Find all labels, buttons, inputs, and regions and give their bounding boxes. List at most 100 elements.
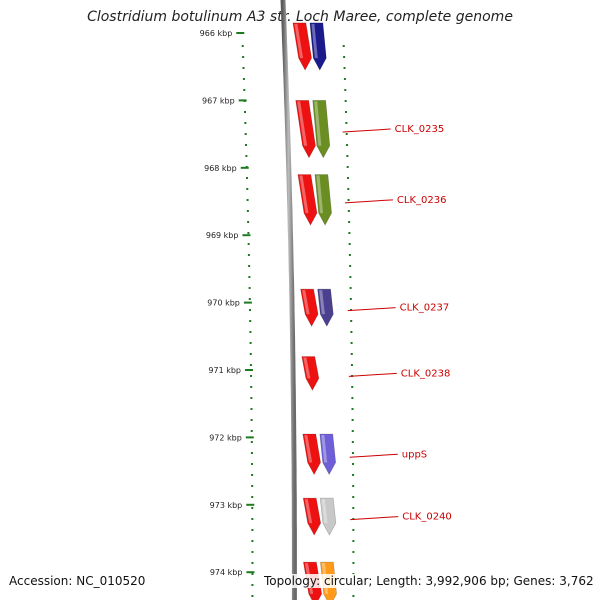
ruler-dot [347,199,350,201]
gene-label: CLK_0238 [401,368,451,379]
gene-track [292,22,337,600]
ruler-dot [251,562,254,564]
ruler-tick-label: 966 kbp [200,29,233,38]
ruler-dot [250,441,253,443]
ruler-dot [244,122,247,124]
ruler-dot [352,463,355,465]
ruler-dot [249,364,252,366]
ruler-dot [243,89,246,91]
ruler-dot [251,595,254,597]
gene-arrow-highlight [304,499,313,524]
ruler-dot [352,551,355,553]
gene-leader-line [347,307,396,312]
feature-block [314,174,332,226]
ruler-dot [345,111,348,113]
ruler-dot [352,529,355,531]
ruler-dots [241,45,355,597]
ruler-dot [348,221,351,223]
ruler-dot [350,342,353,344]
ruler-dot [351,419,354,421]
gene-arrow [292,22,312,71]
ruler-dot [244,133,247,135]
ruler-dot [351,430,354,432]
ruler-dot [342,45,345,47]
ruler-dot [247,221,250,223]
ruler-dot [351,408,354,410]
ruler-dot [348,232,351,234]
ruler-dot [250,397,253,399]
ruler-dot [349,265,352,267]
gene-arrow-highlight [294,23,304,59]
ruler-dot [245,144,248,146]
gene-arrow [302,497,322,536]
ruler-dot [351,386,354,388]
gene-label: CLK_0237 [400,303,450,314]
ruler-dot [251,485,254,487]
feature-block [319,497,337,536]
gene-label: CLK_0240 [402,512,452,523]
gene-arrow [301,356,320,391]
ruler-tick-label: 969 kbp [206,231,239,240]
ruler-dot [352,562,355,564]
gene-arrow-highlight [297,101,308,146]
ruler-tick-label: 972 kbp [209,433,242,442]
ruler-dot [351,397,354,399]
ruler-dot [343,78,346,80]
gene-arrow-highlight [304,435,313,463]
ruler-dot [347,210,350,212]
ruler-dot [348,254,351,256]
gene-leader-line [348,372,397,377]
ruler-tick-label: 967 kbp [202,96,235,105]
ruler-dot [346,177,349,179]
ruler-dot [248,298,251,300]
ruler-dot [344,89,347,91]
gene-arrow-highlight [302,290,310,315]
feature-block-highlight [319,290,325,315]
ruler-dot [349,298,352,300]
ruler-dot [352,540,355,542]
gene-leader-line [344,199,393,204]
ruler-dot [348,243,351,245]
ruler-dot [250,375,253,377]
ruler-dot [241,45,244,47]
ruler-dot [245,155,248,157]
gene-arrow-highlight [299,175,309,214]
ruler-dot [351,452,354,454]
ruler-dot [248,276,251,278]
ruler-dot [349,276,352,278]
map-title: Clostridium botulinum A3 str. Loch Maree… [87,9,513,25]
gene-labels: CLK_0235 CLK_0236 CLK_0237 CLK_0238 uppS CLK_… [342,124,452,523]
ruler-dot [242,56,245,58]
ruler-dot [249,342,252,344]
ruler-dot [350,331,353,333]
ruler-tick-label: 974 kbp [210,568,243,577]
gene-label: CLK_0235 [395,124,445,135]
feature-block-highlight [321,499,328,524]
ruler-dot [245,166,248,168]
ruler-dot [251,551,254,553]
ruler-dot [245,177,248,179]
ruler-dot [248,265,251,267]
genome-backbone [280,0,297,600]
ruler-dot [251,496,254,498]
ruler-dot [347,188,350,190]
ruler-tick-label: 971 kbp [208,366,241,375]
gene-arrow [295,100,316,159]
gene-arrow [302,433,321,476]
feature-block-highlight [316,175,324,214]
ruler-tick-label: 973 kbp [210,501,243,510]
feature-block [309,22,327,71]
ruler-dot [345,122,348,124]
ruler-dot [352,507,355,509]
gene-arrow [300,288,319,327]
ruler-dot [352,496,355,498]
ruler-dot [350,364,353,366]
ruler-dot [242,67,245,69]
gene-leader-line [350,516,399,521]
genome-summary: Topology: circular; Length: 3,992,906 bp… [262,574,596,588]
ruler-dot [249,320,252,322]
ruler-dot [349,287,352,289]
ruler-dot [251,474,254,476]
ruler-dot [251,584,254,586]
